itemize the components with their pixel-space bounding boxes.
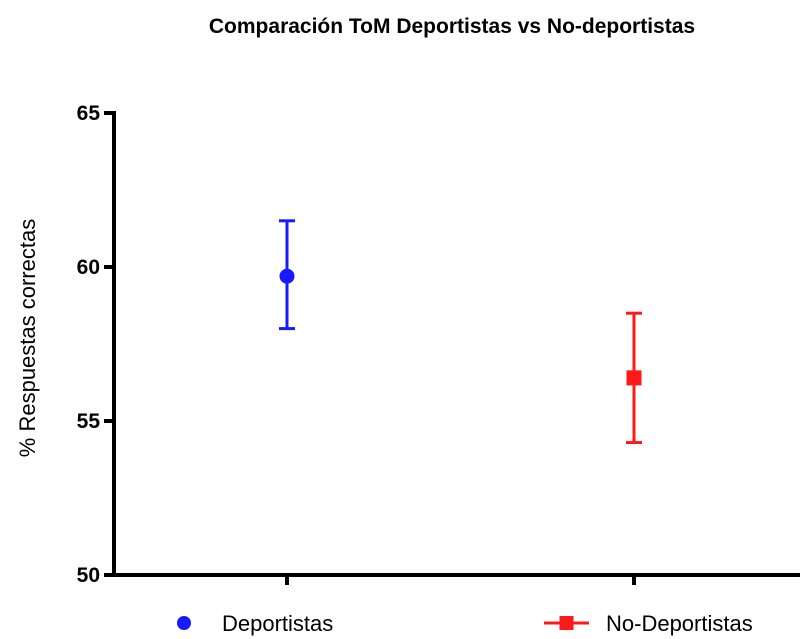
data-marks [279, 219, 642, 445]
legend-marker-square [559, 616, 574, 630]
y-axis-label: % Respuestas correctas [15, 219, 40, 457]
axes: 50 55 60 65 [77, 102, 800, 587]
legend: Deportistas No-Deportistas [177, 611, 753, 636]
legend-label-deportistas: Deportistas [222, 611, 333, 636]
chart-title: Comparación ToM Deportistas vs No-deport… [209, 15, 695, 38]
legend-label-no-deportistas: No-Deportistas [606, 611, 753, 636]
y-tick-label: 60 [77, 256, 100, 279]
data-point-circle [279, 268, 295, 284]
y-tick-label: 50 [77, 564, 100, 587]
legend-marker-circle [177, 616, 191, 630]
y-tick-label: 55 [77, 410, 101, 433]
y-tick-label: 65 [77, 102, 101, 125]
data-point-square [626, 370, 642, 386]
